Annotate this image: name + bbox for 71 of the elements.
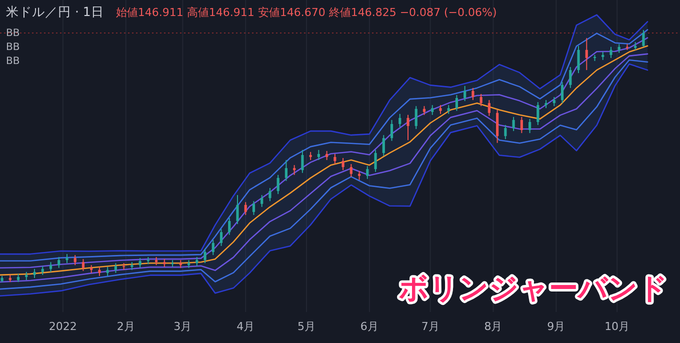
candlestick <box>642 29 645 48</box>
candlestick <box>252 200 256 216</box>
candlestick <box>244 202 247 216</box>
candlestick <box>114 262 117 274</box>
candlestick <box>414 106 418 130</box>
candlestick <box>106 266 109 276</box>
candlestick <box>431 104 434 116</box>
x-tick-label: 2022 <box>48 320 77 333</box>
candlestick <box>504 124 507 140</box>
candlestick <box>464 85 466 102</box>
candlestick <box>569 66 572 88</box>
candlestick <box>66 254 68 264</box>
x-tick-label: 2月 <box>116 320 135 333</box>
candlestick <box>220 228 223 246</box>
candlestick <box>560 81 564 104</box>
x-tick-label: 5月 <box>298 320 316 333</box>
candlestick <box>33 268 36 278</box>
candlestick <box>268 188 272 202</box>
candlestick <box>398 113 402 128</box>
x-tick-label: 6月 <box>360 320 378 333</box>
candlestick <box>472 87 474 101</box>
candlestick <box>577 45 580 74</box>
candlestick <box>212 239 214 256</box>
annotation: ボリンジャーバンド <box>399 271 668 305</box>
candlestick <box>138 258 142 268</box>
candlestick <box>496 109 499 144</box>
candlestick <box>228 217 231 236</box>
annotation: BB <box>6 28 20 39</box>
candlestick <box>374 149 377 172</box>
candlestick <box>276 174 280 195</box>
candlestick <box>610 46 612 58</box>
candlestick <box>406 114 410 141</box>
x-tick-label: 10月 <box>604 320 630 333</box>
x-tick-label: 8月 <box>484 320 502 333</box>
candlestick <box>49 262 52 272</box>
candlestick <box>520 116 523 134</box>
x-tick-label: 7月 <box>421 320 440 333</box>
candlestick <box>366 166 369 180</box>
candlestick <box>196 256 198 267</box>
candlestick <box>390 119 394 142</box>
x-tick-label: 9月 <box>547 320 566 333</box>
candlestick <box>74 254 76 266</box>
candlestick <box>334 153 336 165</box>
candlestick <box>382 134 385 156</box>
candlestick <box>98 266 101 276</box>
candlestick <box>260 194 264 208</box>
annotation: BB <box>6 42 20 53</box>
candlestick <box>82 258 85 272</box>
candlestick <box>204 248 206 264</box>
candlestick <box>536 102 540 126</box>
x-tick-label: 4月 <box>236 320 255 333</box>
annotation: BB <box>6 56 20 67</box>
candlestick <box>342 158 344 171</box>
candlestick <box>326 150 328 161</box>
candlestick <box>350 164 352 178</box>
candlestick <box>552 96 556 107</box>
candlestick <box>488 100 490 116</box>
chart-title: 米ドル／円 · 1日 <box>6 4 104 19</box>
candlestick <box>512 116 515 132</box>
candlestick <box>284 160 288 182</box>
candlestick <box>236 194 239 225</box>
chart-subtitle: 始値146.911 高値146.911 安値146.670 終値146.825 −0.087 (−0.06%) <box>116 6 497 19</box>
candlestick <box>293 164 296 176</box>
candlestick <box>528 118 532 134</box>
candlestick <box>317 149 320 161</box>
candlestick <box>585 38 588 71</box>
candlestick <box>480 94 482 107</box>
x-tick-label: 3月 <box>174 320 192 333</box>
candlestick <box>301 149 304 174</box>
candlestick <box>58 256 60 268</box>
candlestick <box>455 94 458 112</box>
